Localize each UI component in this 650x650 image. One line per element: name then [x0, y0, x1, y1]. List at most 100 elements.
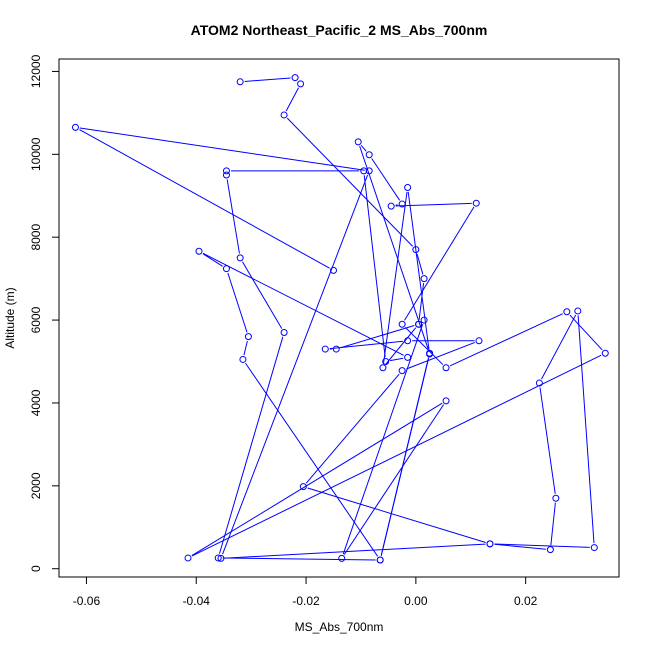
series-segment	[243, 340, 248, 356]
data-point	[601, 349, 609, 357]
series-segment	[285, 87, 299, 112]
data-point	[546, 546, 554, 554]
data-point	[590, 544, 598, 552]
data-point	[475, 337, 483, 345]
x-tick-label: -0.04	[183, 594, 211, 608]
series-segment	[395, 202, 472, 207]
data-point	[214, 554, 222, 562]
data-point	[412, 246, 420, 254]
data-point	[404, 337, 412, 345]
y-tick-label: 4000	[29, 389, 43, 416]
data-point	[297, 80, 305, 88]
series-segment	[406, 341, 475, 370]
series-segment	[191, 354, 602, 557]
data-point	[426, 349, 434, 357]
series-segment	[385, 327, 417, 365]
data-point	[236, 78, 244, 86]
series-segment	[329, 340, 404, 350]
series-segment	[218, 336, 284, 554]
data-point	[442, 364, 450, 372]
series-segment	[416, 253, 424, 275]
x-tick-label: -0.02	[292, 594, 320, 608]
series-segment	[359, 145, 429, 350]
data-point	[398, 367, 406, 375]
data-point	[535, 379, 543, 387]
data-point	[354, 138, 362, 146]
series-points	[71, 74, 609, 564]
series-segment	[202, 253, 223, 267]
series-segment	[389, 357, 404, 362]
data-point	[376, 556, 384, 564]
series-segment	[191, 402, 443, 557]
data-point	[398, 200, 406, 208]
series-segment	[226, 179, 240, 254]
series-segment	[245, 362, 379, 557]
data-point	[280, 329, 288, 337]
y-axis-label: Altitude (m)	[3, 287, 17, 348]
series-segment	[371, 158, 401, 201]
data-point	[404, 183, 412, 191]
series-segment	[202, 252, 404, 356]
data-point	[382, 358, 390, 366]
data-point	[563, 308, 571, 316]
data-point	[552, 494, 560, 502]
data-point	[222, 265, 230, 273]
data-point	[404, 353, 412, 361]
x-tick-label: 0.00	[404, 594, 428, 608]
y-tick-label: 6000	[29, 306, 43, 333]
data-point	[486, 540, 494, 548]
data-point	[217, 554, 225, 562]
data-point	[244, 333, 252, 341]
series-segment	[305, 373, 400, 484]
data-point	[415, 320, 423, 328]
data-point	[291, 74, 299, 82]
y-tick-label: 10000	[29, 137, 43, 171]
y-tick-label: 8000	[29, 224, 43, 251]
series-segment	[342, 324, 424, 555]
series-segment	[244, 77, 291, 82]
series-segment	[407, 191, 430, 350]
series-segment	[79, 129, 330, 269]
series-segment	[79, 127, 365, 171]
data-point	[420, 275, 428, 283]
data-point	[222, 171, 230, 179]
series-segment	[569, 314, 603, 351]
series-segment	[225, 543, 486, 559]
series-segment	[340, 325, 415, 349]
data-point	[420, 316, 428, 324]
data-point	[280, 111, 288, 119]
data-point	[71, 123, 79, 131]
data-point	[338, 554, 346, 562]
series-segment	[449, 313, 563, 367]
series-segment	[360, 144, 367, 152]
data-point	[222, 167, 230, 175]
data-point	[472, 199, 480, 207]
series-segment	[343, 404, 444, 555]
series-segment	[286, 117, 414, 247]
series-segment	[242, 261, 283, 329]
data-point	[321, 345, 329, 353]
chart-title: ATOM2 Northeast_Pacific_2 MS_Abs_700nm	[191, 22, 488, 38]
series-segment	[550, 502, 556, 546]
series-segment	[494, 543, 590, 548]
series-segment	[494, 543, 546, 550]
series-lines	[79, 77, 603, 561]
series-segment	[404, 327, 444, 365]
data-point	[239, 355, 247, 363]
series-segment	[380, 357, 430, 556]
series-segment	[539, 387, 556, 494]
series-segment	[577, 315, 595, 544]
series-segment	[418, 283, 425, 320]
data-point	[365, 167, 373, 175]
data-point	[442, 397, 450, 405]
data-point	[195, 247, 203, 255]
data-point	[236, 254, 244, 262]
data-point	[398, 320, 406, 328]
series-segment	[227, 272, 248, 333]
x-tick-label: -0.06	[73, 594, 101, 608]
x-axis-label: MS_Abs_700nm	[295, 620, 384, 634]
data-point	[299, 483, 307, 491]
series-segment	[383, 191, 408, 364]
series-segment	[404, 206, 475, 321]
